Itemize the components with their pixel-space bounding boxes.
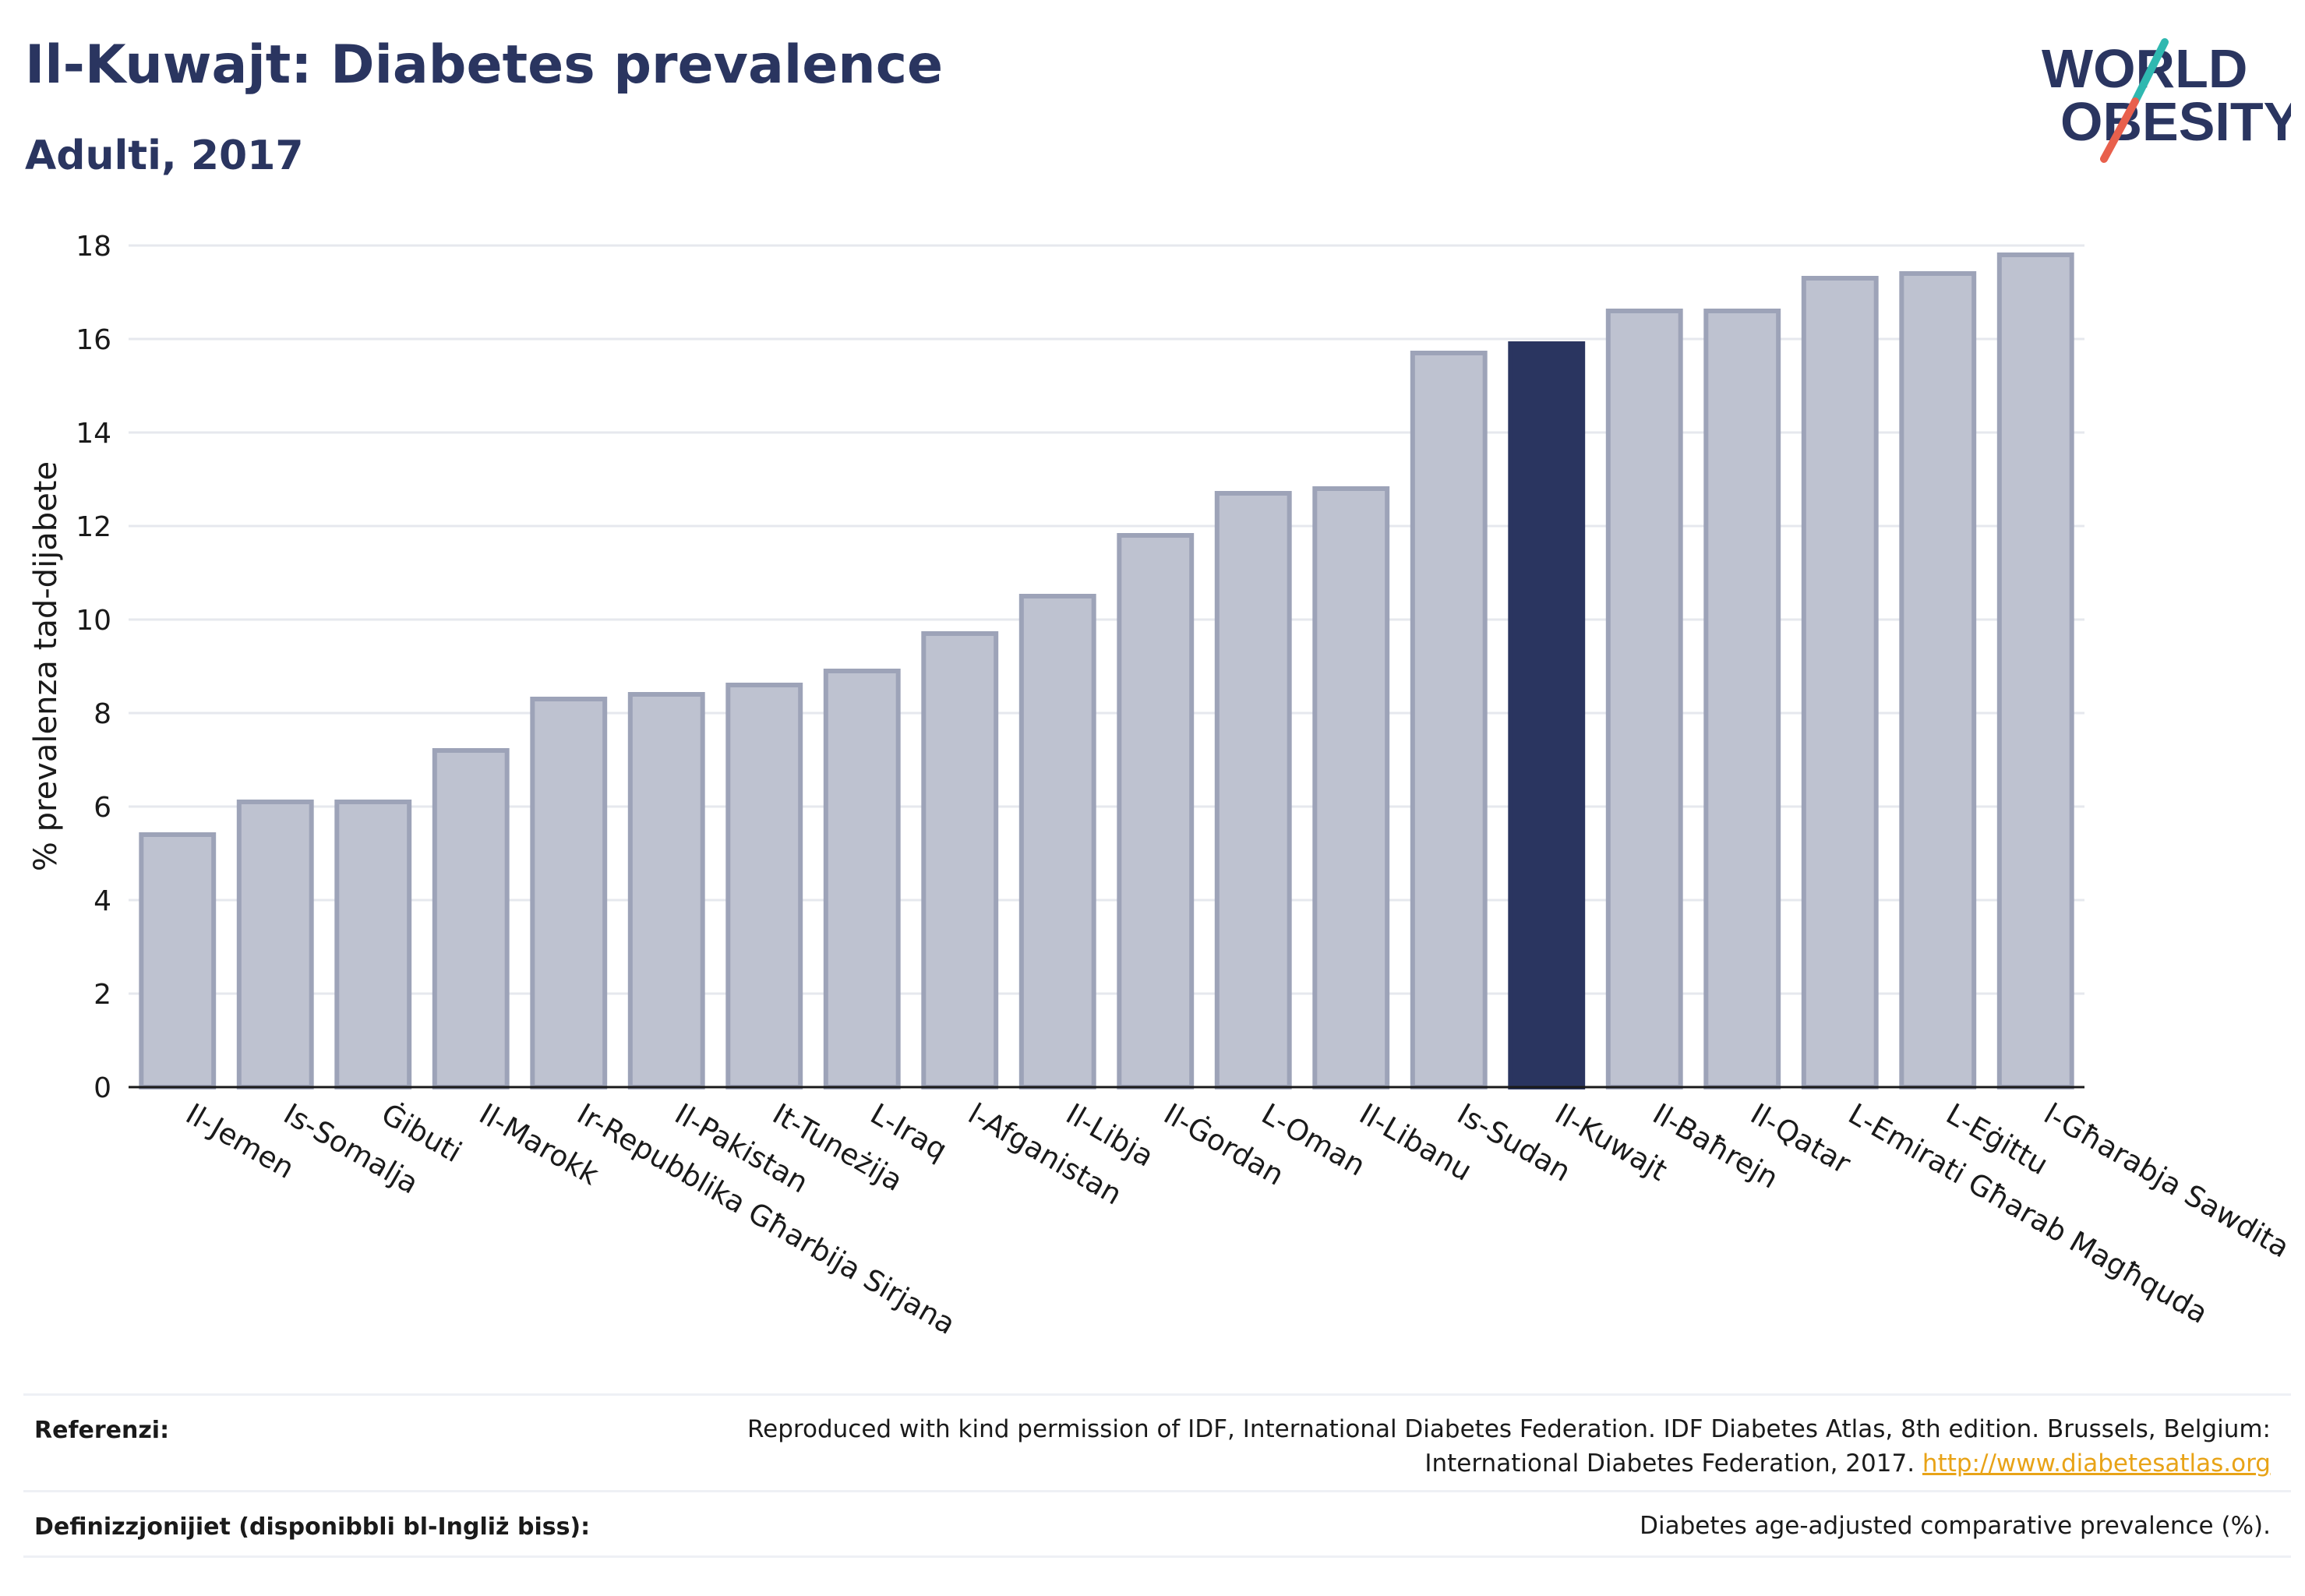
references-line-2: International Diabetes Federation, 2017. <box>1424 1449 1915 1478</box>
bar <box>334 800 412 1089</box>
bar <box>1605 309 1683 1089</box>
y-tick-label: 14 <box>76 418 111 450</box>
bar <box>1996 252 2074 1089</box>
y-tick-label: 16 <box>76 324 111 356</box>
footer-divider-middle <box>23 1490 2291 1492</box>
world-obesity-logo[interactable]: WORLD OBESITY <box>2026 31 2291 171</box>
y-tick-label: 6 <box>94 792 111 824</box>
y-axis-title: % prevalenza tad-dijabete <box>28 461 64 871</box>
bar-highlight <box>1508 341 1586 1089</box>
definitions-text: Diabetes age-adjusted comparative preval… <box>1640 1512 2271 1540</box>
logo-slash-coral <box>2100 97 2139 163</box>
y-tick-label: 12 <box>76 511 111 543</box>
logo-slash-teal <box>2131 38 2169 105</box>
bar <box>1899 271 1977 1089</box>
bar <box>432 748 510 1089</box>
footer-divider-bottom <box>23 1555 2291 1558</box>
y-tick-label: 0 <box>94 1072 111 1104</box>
bar <box>1801 276 1879 1089</box>
chart-title: Il-Kuwajt: Diabetes prevalence <box>25 34 944 96</box>
y-tick-label: 8 <box>94 698 111 730</box>
bar <box>1410 351 1488 1089</box>
bar <box>1018 594 1096 1089</box>
y-tick-label: 18 <box>76 231 111 263</box>
references-label: Referenzi: <box>34 1417 170 1444</box>
logo-text-obesity: OBESITY <box>2060 91 2291 152</box>
references-line-1: Reproduced with kind permission of IDF, … <box>747 1415 2271 1443</box>
y-tick-label: 10 <box>76 605 111 637</box>
x-tick-label: L-Emirati Għarab Magħquda <box>1843 1097 2214 1331</box>
x-tick-label: Il-Libanu <box>1354 1097 1477 1188</box>
bar-chart: 0 2 4 6 8 10 12 14 16 18 % prevalenza tad-dijabete… <box>28 231 2295 1341</box>
bar <box>530 697 608 1089</box>
x-tick-label: Il-Jemen <box>180 1097 300 1186</box>
definitions-label: Definizzjonijiet (disponibbli bl-Ingliż … <box>34 1513 591 1541</box>
bar <box>236 800 314 1089</box>
bar <box>627 692 705 1089</box>
bar <box>139 832 217 1089</box>
bar <box>1312 486 1390 1089</box>
bar <box>1703 309 1781 1089</box>
bar <box>823 669 901 1089</box>
y-tick-label: 4 <box>94 885 111 917</box>
y-tick-label: 2 <box>94 979 111 1011</box>
bar <box>1117 533 1195 1089</box>
chart-subtitle: Adulti, 2017 <box>25 132 304 179</box>
references-text: Reproduced with kind permission of IDF, … <box>712 1412 2271 1481</box>
bar <box>1214 491 1292 1089</box>
footer-divider-top <box>23 1393 2291 1396</box>
bar <box>921 631 999 1089</box>
references-link[interactable]: http://www.diabetesatlas.org <box>1922 1449 2271 1478</box>
bar <box>725 683 803 1089</box>
